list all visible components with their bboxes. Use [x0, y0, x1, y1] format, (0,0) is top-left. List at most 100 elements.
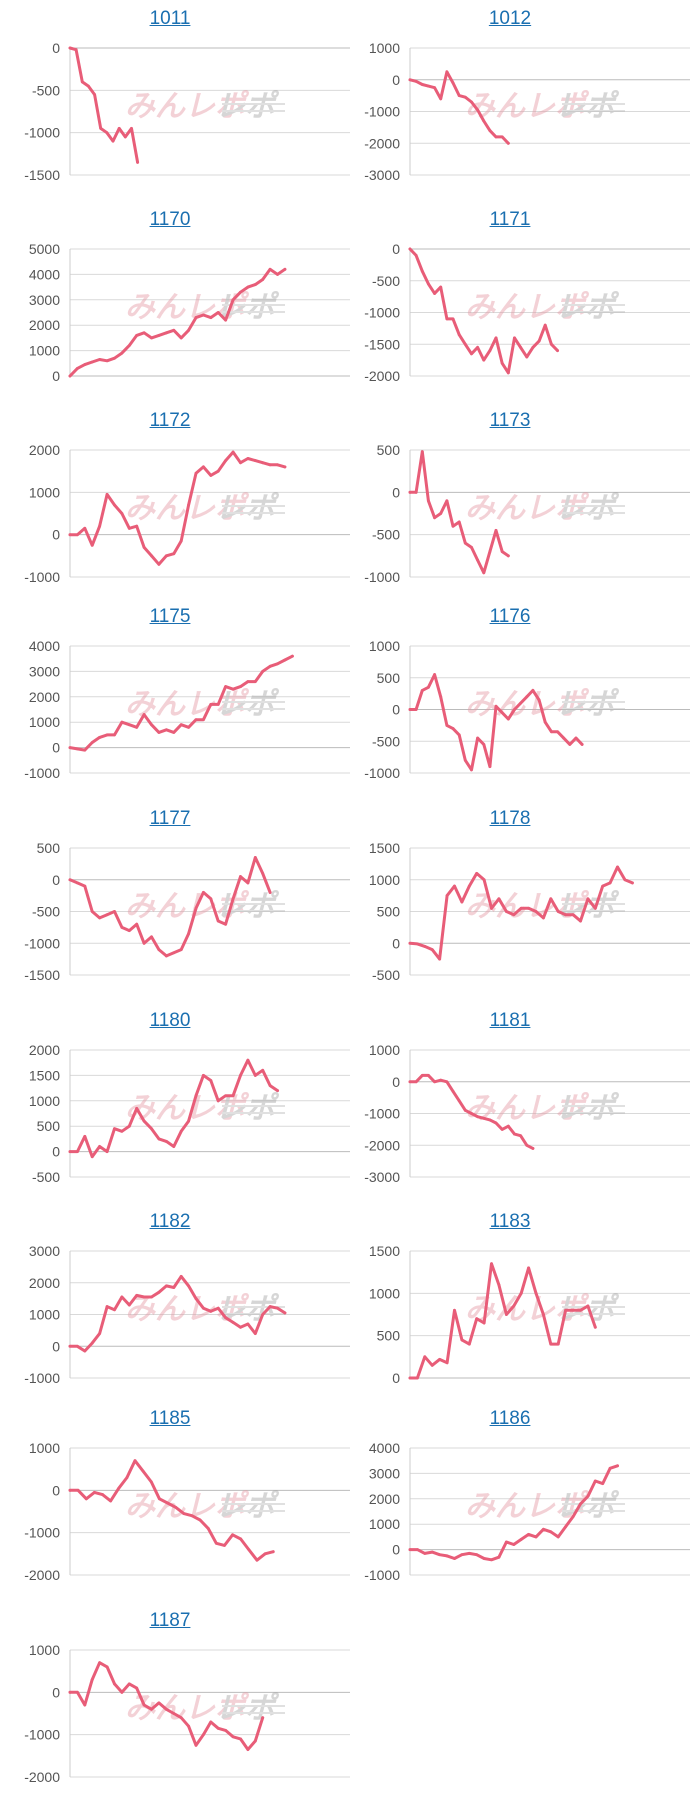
data-point [113, 1127, 116, 1131]
chart-title-link[interactable]: 1173 [489, 410, 531, 431]
data-point [187, 328, 190, 332]
data-point [179, 948, 183, 951]
data-point [519, 346, 523, 349]
data-point [231, 1321, 235, 1324]
chart-title-link[interactable]: 1181 [489, 1010, 531, 1031]
y-tick-label: 5000 [29, 241, 60, 257]
data-point [451, 81, 455, 85]
chart-title-link[interactable]: 1177 [149, 808, 191, 829]
data-point [276, 662, 279, 666]
data-point [460, 900, 464, 904]
chart-title-link[interactable]: 1185 [149, 1408, 191, 1429]
data-point [445, 894, 449, 898]
chart-title-link[interactable]: 1172 [149, 410, 191, 431]
data-point [76, 1344, 79, 1348]
data-point [150, 554, 153, 558]
data-point [580, 743, 584, 746]
chart-title-link[interactable]: 1171 [489, 209, 531, 230]
chart-1180: 1180 2000 1500 1000 500 0 -500 みんレポ レポ [0, 1002, 350, 1197]
data-point [490, 1262, 493, 1266]
watermark-text-right: レポ [215, 491, 280, 526]
y-tick-label: 500 [37, 1118, 61, 1134]
data-point [127, 723, 131, 727]
y-tick-label: -1000 [24, 935, 60, 951]
data-point [531, 689, 535, 692]
y-tick-label: 2000 [29, 1275, 60, 1291]
y-tick-label: 1000 [369, 1516, 400, 1532]
data-point [135, 1107, 139, 1110]
data-point [433, 1080, 436, 1084]
chart-title-link[interactable]: 1186 [489, 1408, 531, 1429]
data-point [549, 897, 553, 901]
data-point [164, 1284, 168, 1288]
y-tick-label: -1500 [364, 336, 400, 352]
data-point [224, 922, 228, 926]
data-point [157, 730, 161, 734]
watermark-text-right: レポ [215, 1489, 280, 1524]
data-point [283, 658, 287, 662]
data-point [239, 1325, 242, 1329]
data-point [105, 493, 109, 496]
data-point [127, 1124, 131, 1128]
chart-title-link[interactable]: 1170 [149, 209, 191, 230]
data-point [268, 1084, 272, 1087]
y-tick-label: 1000 [29, 1093, 60, 1109]
data-point [527, 1266, 530, 1270]
chart-title-link[interactable]: 1012 [488, 8, 532, 29]
chart-title-link[interactable]: 1183 [489, 1211, 531, 1232]
data-point [179, 539, 183, 543]
data-point [68, 46, 72, 50]
chart-title-link[interactable]: 1182 [149, 1211, 191, 1232]
watermark-text-right: レポ [215, 1691, 280, 1726]
y-tick-label: 0 [52, 527, 60, 543]
data-point [457, 94, 461, 98]
data-point [187, 1284, 190, 1288]
y-tick-label: 500 [377, 904, 401, 920]
data-point [98, 1145, 102, 1148]
data-point [158, 1497, 161, 1501]
y-tick-label: 500 [37, 840, 61, 856]
chart-title-link[interactable]: 1178 [489, 808, 531, 829]
data-point [202, 1306, 205, 1310]
data-point [202, 1733, 205, 1737]
data-point [467, 884, 471, 888]
data-point [239, 290, 242, 294]
data-point [445, 317, 449, 321]
data-point [494, 704, 498, 708]
data-point [209, 703, 213, 706]
chart-title-link[interactable]: 1011 [149, 8, 191, 29]
y-tick-label: -1000 [364, 1106, 400, 1122]
data-point [519, 1538, 523, 1541]
chart-title-link[interactable]: 1187 [149, 1610, 191, 1631]
data-point [246, 1748, 250, 1751]
data-point [105, 1665, 109, 1669]
data-point [453, 884, 456, 888]
data-point [519, 701, 523, 705]
data-point [482, 878, 486, 882]
chart-title-link[interactable]: 1175 [149, 606, 191, 627]
data-point [430, 948, 434, 951]
data-point [445, 1361, 449, 1365]
data-point [111, 139, 115, 143]
data-point [513, 708, 516, 711]
y-tick-label: 500 [377, 442, 401, 458]
data-point [87, 84, 90, 88]
data-point [142, 713, 146, 716]
series-line [68, 856, 272, 958]
data-point [157, 333, 161, 337]
watermark-text-left: みんレポ [125, 889, 250, 924]
data-point [608, 1466, 612, 1470]
data-point [531, 1147, 535, 1150]
y-tick-label: 3000 [29, 663, 60, 679]
data-point [127, 1303, 131, 1307]
data-point [420, 689, 424, 692]
y-tick-label: 0 [52, 1482, 60, 1498]
data-point [414, 253, 418, 257]
data-point [83, 748, 87, 752]
y-tick-label: 2000 [29, 317, 60, 333]
data-point [135, 524, 139, 528]
data-point [438, 957, 442, 961]
chart-title-link[interactable]: 1180 [149, 1010, 191, 1031]
chart-title-link[interactable]: 1176 [489, 606, 531, 627]
